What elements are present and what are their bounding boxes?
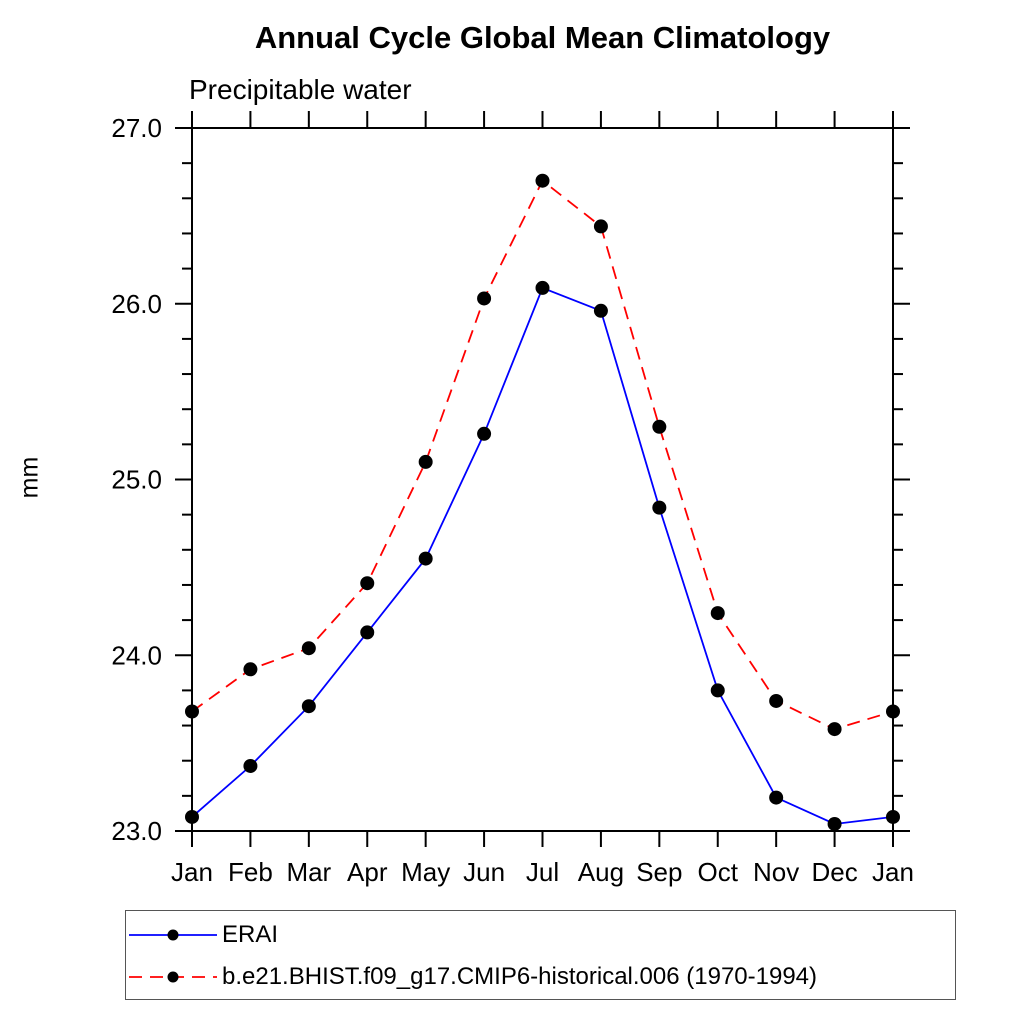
data-point-marker — [360, 625, 375, 640]
x-axis-tick-label: Mar — [286, 857, 331, 887]
x-axis-tick-label: Nov — [753, 857, 799, 887]
x-axis-tick-label: Feb — [228, 857, 273, 887]
data-point-marker — [301, 641, 316, 656]
data-point-marker — [886, 704, 900, 719]
data-point-marker — [301, 699, 316, 714]
data-point-marker — [769, 693, 784, 708]
x-axis-tick-label: Jan — [872, 857, 914, 887]
data-point-marker — [477, 291, 492, 306]
data-point-marker — [593, 219, 608, 234]
y-axis-tick-label: 26.0 — [111, 289, 162, 319]
data-point-marker — [652, 500, 667, 515]
data-point-marker — [360, 576, 375, 591]
data-point-marker — [886, 809, 900, 824]
data-point-marker — [535, 280, 550, 295]
legend-line-sample — [129, 929, 217, 941]
legend-line-sample — [129, 971, 217, 983]
data-point-marker — [243, 758, 258, 773]
y-axis-tick-label: 23.0 — [111, 816, 162, 846]
x-axis-tick-label: Sep — [636, 857, 682, 887]
x-axis-tick-label: May — [401, 857, 450, 887]
data-point-marker — [185, 809, 199, 824]
legend-marker-icon — [167, 929, 179, 941]
x-axis-tick-label: Aug — [578, 857, 624, 887]
legend-item-label: b.e21.BHIST.f09_g17.CMIP6-historical.006… — [222, 963, 818, 990]
series-line-0 — [191, 286, 894, 825]
data-point-marker — [710, 683, 725, 698]
x-axis-tick-label: Jan — [171, 857, 213, 887]
legend-marker-icon — [167, 971, 179, 983]
legend-box: ERAI b.e21.BHIST.f09_g17.CMIP6-historical… — [125, 910, 956, 1000]
data-point-marker — [243, 662, 258, 677]
x-axis-tick-label: Oct — [698, 857, 739, 887]
y-axis-tick-label: 24.0 — [111, 640, 162, 670]
legend-item: b.e21.BHIST.f09_g17.CMIP6-historical.006… — [129, 956, 955, 998]
data-point-marker — [418, 551, 433, 566]
x-axis-tick-label: Dec — [811, 857, 857, 887]
plot-frame — [191, 127, 894, 832]
series-line-1 — [191, 179, 894, 731]
data-point-marker — [418, 454, 433, 469]
data-point-marker — [185, 704, 199, 719]
chart-title: Annual Cycle Global Mean Climatology — [254, 20, 831, 55]
data-point-marker — [710, 606, 725, 621]
data-point-marker — [827, 722, 842, 737]
data-point-marker — [769, 790, 784, 805]
y-axis-tick-label: 25.0 — [111, 465, 162, 495]
chart-subtitle: Precipitable water — [189, 74, 412, 105]
y-axis-tick-label: 27.0 — [111, 113, 162, 143]
legend-item: ERAI — [129, 914, 955, 956]
data-point-marker — [477, 426, 492, 441]
data-point-marker — [535, 173, 550, 188]
x-axis-tick-label: Jul — [526, 857, 559, 887]
legend-item-label: ERAI — [222, 921, 279, 948]
data-point-marker — [593, 303, 608, 318]
data-point-marker — [652, 419, 667, 434]
x-axis-tick-label: Apr — [347, 857, 388, 887]
x-axis-tick-label: Jun — [463, 857, 505, 887]
data-point-marker — [827, 816, 842, 831]
